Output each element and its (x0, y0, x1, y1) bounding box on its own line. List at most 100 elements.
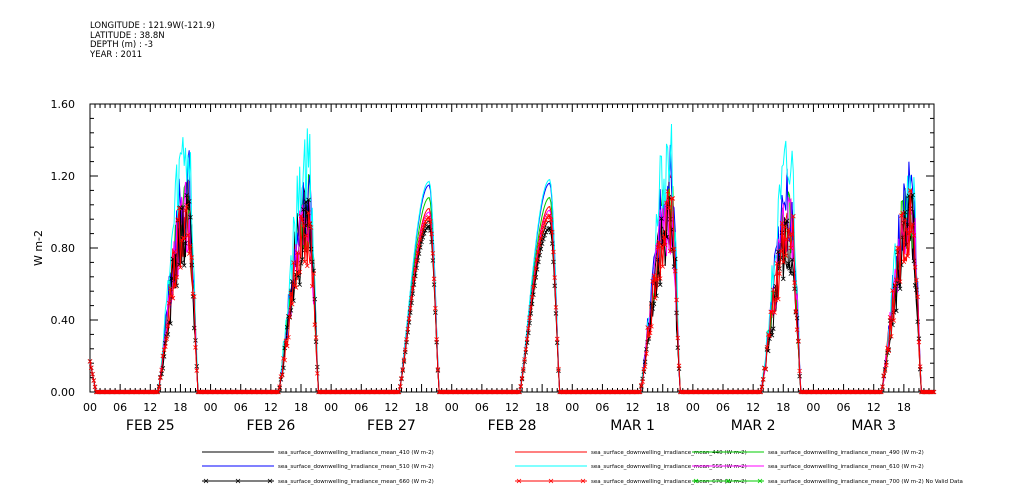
series-point (791, 213, 796, 219)
series-point (289, 279, 295, 284)
series-line (89, 179, 934, 393)
series-point (306, 197, 311, 203)
series-point (892, 282, 898, 288)
series-point (642, 364, 648, 369)
series-point (676, 363, 682, 369)
series-point (190, 291, 196, 297)
series-point (284, 343, 290, 349)
series-point (175, 217, 181, 222)
series-point (409, 295, 414, 301)
series-point (887, 314, 893, 320)
series-point (296, 273, 301, 278)
series-point (301, 207, 306, 212)
x-tick-label: 06 (716, 401, 730, 414)
x-tick-label: 18 (173, 401, 187, 414)
series-point (657, 282, 663, 287)
series-point (654, 277, 659, 282)
series-point (797, 368, 802, 374)
legend-item: sea_surface_downwelling_irradiance_mean_… (515, 464, 747, 470)
series-point (184, 192, 189, 198)
series-point (781, 259, 786, 265)
series-point (92, 384, 98, 390)
series-point (426, 215, 432, 220)
series-point (546, 213, 551, 219)
series-point (435, 367, 441, 372)
series-point (877, 389, 883, 395)
legend-item: sea_surface_downwelling_irradiance_mean_… (202, 464, 434, 470)
legend-marker (516, 478, 522, 484)
series-point (297, 269, 303, 275)
series-line (89, 144, 934, 393)
series-point (883, 362, 889, 368)
legend-label: sea_surface_downwelling_irradiance_mean_… (768, 464, 924, 470)
series-point (788, 245, 794, 251)
series-point (659, 216, 664, 221)
legend-marker (757, 478, 763, 484)
x-tick-label: 12 (384, 401, 398, 414)
series-point (773, 297, 779, 303)
series-point (637, 389, 643, 395)
series-point (428, 219, 433, 224)
series-point (405, 326, 411, 332)
series-point (792, 280, 797, 285)
series-point (763, 366, 768, 372)
series-point (185, 233, 191, 238)
x-tick-label: 00 (204, 401, 218, 414)
series-point (283, 338, 289, 344)
series-point (768, 309, 774, 315)
series-point (914, 277, 919, 283)
series-point (529, 294, 535, 300)
series-point (293, 285, 299, 290)
series-point (782, 224, 787, 229)
series-point (91, 378, 97, 383)
x-day-label: FEB 28 (488, 418, 537, 434)
series-point (662, 242, 668, 248)
series-point (310, 259, 315, 265)
x-tick-label: 06 (595, 401, 609, 414)
series-point (515, 389, 521, 395)
series-point (909, 229, 914, 235)
series-point (911, 233, 917, 238)
series-point (176, 205, 182, 211)
y-axis-label: W m-2 (32, 230, 45, 266)
series-point (400, 367, 406, 372)
x-tick-label: 18 (897, 401, 911, 414)
series-point (282, 357, 287, 363)
series-point (907, 188, 913, 193)
series-point (660, 264, 665, 269)
series-point (547, 213, 552, 218)
series-point (910, 221, 915, 227)
series-3 (89, 144, 934, 393)
series-point (419, 231, 424, 237)
series-point (526, 330, 531, 336)
series-layer (87, 123, 937, 395)
series-point (304, 263, 310, 269)
series-point (759, 384, 765, 390)
y-tick-label: 0.00 (51, 386, 76, 399)
x-tick-label: 06 (475, 401, 489, 414)
series-point (899, 213, 904, 218)
series-point (770, 287, 776, 293)
x-tick-label: 12 (867, 401, 881, 414)
series-point (307, 221, 313, 226)
series-point (783, 221, 789, 227)
series-point (760, 376, 766, 382)
series-point (302, 259, 308, 265)
series-2 (89, 174, 934, 393)
series-point (916, 339, 922, 345)
plot-frame (89, 103, 935, 393)
series-point (775, 296, 781, 302)
series-point (767, 333, 772, 339)
x-tick-label: 00 (686, 401, 700, 414)
legend-marker (725, 478, 731, 484)
series-point (158, 375, 163, 381)
series-point (312, 296, 318, 302)
series-point (659, 243, 664, 248)
series-point (552, 275, 557, 280)
legend-item: sea_surface_downwelling_irradiance_mean_… (515, 478, 747, 485)
series-point (541, 224, 546, 230)
series-point (170, 295, 176, 301)
series-point (896, 281, 902, 287)
series-point (163, 344, 168, 349)
series-point (655, 245, 660, 250)
